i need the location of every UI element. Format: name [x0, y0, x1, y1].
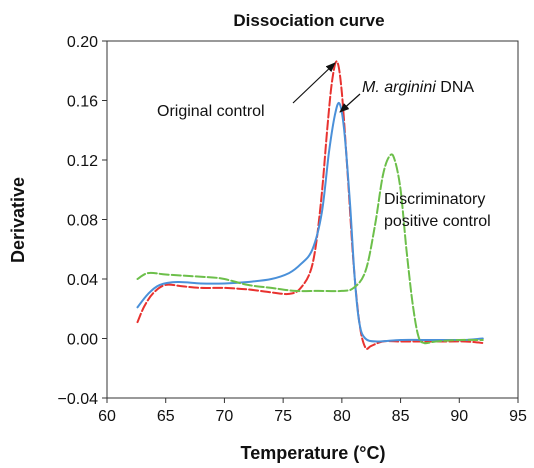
chart-title: Dissociation curve — [233, 11, 384, 30]
annotation-m-arginini-suffix: DNA — [436, 79, 475, 96]
annotation-discriminatory: Discriminatory — [384, 191, 485, 208]
arrow-m-arginini — [339, 93, 361, 113]
x-tick-label: 85 — [392, 408, 410, 425]
annotation-m-arginini-italic: M. arginini — [362, 79, 436, 96]
y-tick-label: −0.04 — [58, 391, 99, 408]
y-tick-label: 0.16 — [67, 94, 98, 111]
series-layer — [136, 60, 484, 350]
series-green-curve — [136, 153, 484, 345]
y-tick-label: 0.12 — [67, 153, 98, 170]
x-tick-label: 95 — [509, 408, 527, 425]
y-tick-label: 0.00 — [67, 332, 98, 349]
x-tick-label: 65 — [157, 408, 175, 425]
x-tick-label: 75 — [274, 408, 292, 425]
y-tick-label: 0.08 — [67, 213, 98, 230]
x-tick-label: 70 — [216, 408, 234, 425]
y-axis-label: Derivative — [8, 177, 28, 263]
x-tick-label: 80 — [333, 408, 351, 425]
y-tick-label: 0.04 — [67, 272, 98, 289]
x-tick-label: 60 — [98, 408, 116, 425]
annotation-original-control: Original control — [157, 103, 265, 120]
annotation-positive-control: positive control — [384, 213, 491, 230]
x-axis: 60 65 70 75 80 85 90 95 — [98, 398, 527, 425]
y-axis: −0.04 0.00 0.04 0.08 0.12 0.16 0.20 — [58, 34, 107, 408]
annotation-m-arginini: M. arginini DNA — [362, 79, 474, 96]
x-axis-label: Temperature (°C) — [241, 443, 386, 463]
arrow-original-control — [292, 62, 336, 104]
y-tick-label: 0.20 — [67, 34, 98, 51]
x-tick-label: 90 — [450, 408, 468, 425]
series-blue-curve — [136, 101, 484, 343]
